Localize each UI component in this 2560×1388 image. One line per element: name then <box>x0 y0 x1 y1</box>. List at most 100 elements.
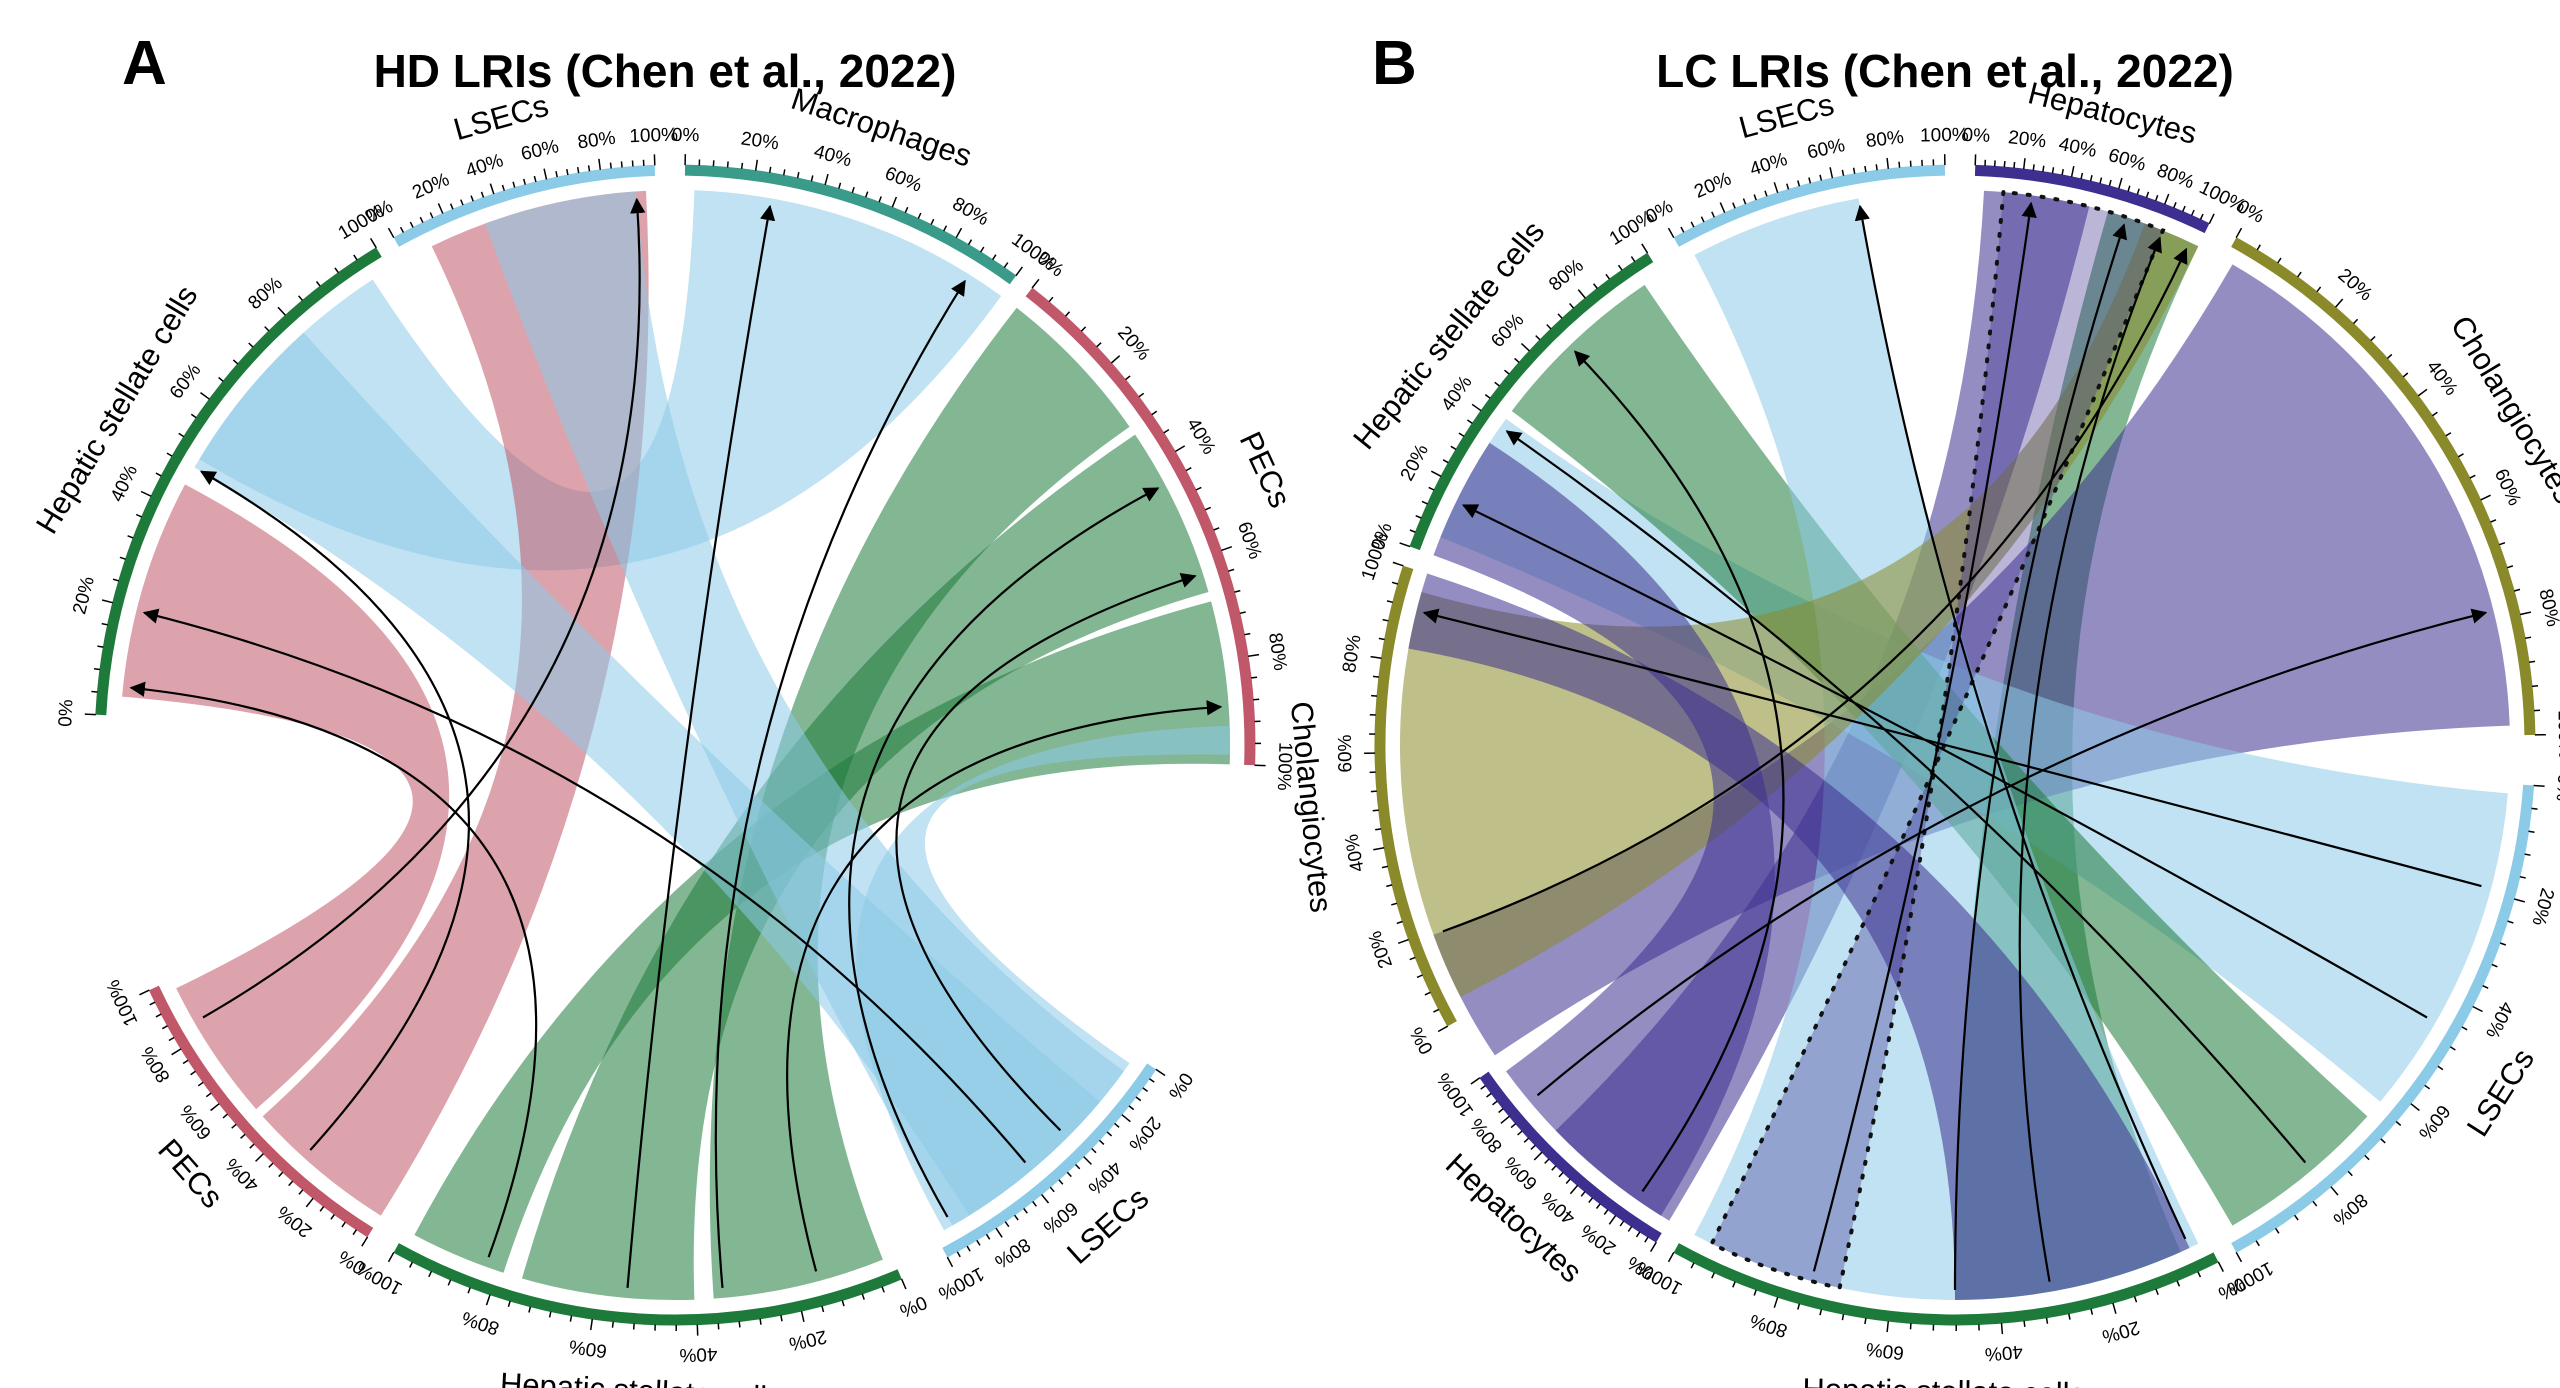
axis-tick <box>1375 828 1382 831</box>
tick-label: 100% <box>629 125 678 148</box>
axis-tick <box>930 218 935 225</box>
tick-label: 20% <box>740 128 781 154</box>
axis-tick <box>966 1245 971 1252</box>
axis-tick <box>2431 411 2438 417</box>
axis-tick <box>1627 1226 1633 1232</box>
axis-tick <box>824 173 829 185</box>
axis-tick <box>248 342 254 348</box>
chord-ribbon <box>1694 198 2199 1300</box>
axis-tick <box>352 1229 358 1236</box>
axis-tick <box>1593 283 1598 289</box>
axis-tick <box>288 1180 294 1187</box>
axis-tick <box>1886 1321 1890 1333</box>
axis-tick <box>489 183 495 195</box>
axis-tick <box>1580 1191 1586 1197</box>
axis-tick <box>904 206 909 213</box>
axis-tick <box>264 326 270 332</box>
axis-tick <box>1700 216 1705 223</box>
tick-label: 0% <box>1406 1023 1438 1057</box>
axis-tick <box>171 1048 182 1056</box>
axis-tick <box>995 1227 1003 1238</box>
tick-label: 80% <box>576 128 617 154</box>
axis-tick <box>1015 266 1024 277</box>
interaction-arrows <box>1422 201 2488 1291</box>
axis-tick <box>1569 1184 1579 1195</box>
tick-label: 0% <box>2552 773 2560 802</box>
axis-tick <box>249 1143 255 1149</box>
axis-tick <box>1458 432 1465 437</box>
axis-tick <box>1416 974 1423 979</box>
tick-label: 80% <box>1545 255 1588 295</box>
chord-ribbon <box>194 332 1101 1216</box>
axis-tick <box>861 1293 865 1300</box>
axis-tick <box>609 162 612 169</box>
axis-tick <box>1163 428 1170 434</box>
tick-label: 60% <box>568 1335 609 1361</box>
tick-label: 20% <box>2100 1316 2142 1347</box>
axis-tick <box>1442 459 1449 464</box>
axis-tick <box>2334 298 2344 308</box>
tick-label: 20% <box>1113 322 1154 365</box>
axis-tick <box>1371 694 1378 697</box>
axis-tick <box>543 168 548 180</box>
axis-tick <box>1058 1179 1064 1185</box>
axis-tick <box>991 254 997 261</box>
axis-tick <box>821 1305 825 1313</box>
axis-tick <box>1382 618 1389 622</box>
axis-tick <box>1608 1214 1617 1225</box>
axis-tick <box>255 1153 264 1162</box>
tick-label: 20% <box>1691 168 1734 202</box>
axis-tick <box>754 159 759 171</box>
axis-tick <box>2410 1103 2420 1112</box>
axis-tick <box>1773 1296 1779 1308</box>
axis-tick <box>1786 183 1790 190</box>
axis-tick <box>112 578 119 582</box>
tick-label: 40% <box>107 462 142 505</box>
axis-tick <box>1569 303 1575 309</box>
axis-tick <box>1764 190 1768 197</box>
axis-tick <box>218 376 224 382</box>
tick-label: 40% <box>1437 372 1476 415</box>
tick-label: 60% <box>2106 145 2149 176</box>
axis-tick <box>369 238 377 249</box>
axis-tick <box>2491 963 2498 968</box>
axis-tick <box>2197 1271 2202 1278</box>
axis-tick <box>1690 221 1695 228</box>
axis-tick <box>449 203 454 210</box>
axis-tick <box>1080 326 1087 332</box>
axis-tick <box>2524 636 2532 640</box>
tick-label: 80% <box>1865 127 1905 152</box>
sector-arc <box>1974 164 2210 234</box>
axis-tick <box>1466 419 1473 425</box>
axis-tick <box>1409 956 1416 961</box>
axis-tick <box>2190 209 2195 216</box>
axis-tick <box>1003 262 1009 269</box>
tick-label: 40% <box>2422 357 2462 400</box>
axis-tick <box>2296 271 2302 278</box>
axis-tick <box>1500 1115 1510 1124</box>
highlighted-ribbon <box>1709 189 2166 1291</box>
axis-tick <box>1148 1078 1155 1083</box>
axis-tick <box>589 1318 594 1331</box>
axis-tick <box>967 239 973 246</box>
axis-tick <box>1719 202 1726 213</box>
axis-tick <box>1396 920 1403 925</box>
axis-tick <box>447 1279 452 1286</box>
sector-arc <box>2231 237 2536 736</box>
axis-tick <box>1195 486 1202 491</box>
axis-tick <box>900 1278 907 1290</box>
axis-tick <box>838 182 842 189</box>
axis-tick <box>1048 296 1054 303</box>
interaction-arrow <box>129 681 538 1258</box>
tick-label: 20% <box>2007 127 2047 152</box>
sector-label: LSECs <box>1735 86 1837 145</box>
axis-tick <box>1514 357 1520 363</box>
axis-tick <box>319 1206 325 1212</box>
axis-tick <box>178 432 185 438</box>
axis-tick <box>1142 1087 1149 1093</box>
axis-tick <box>277 306 286 316</box>
interaction-arrow <box>2018 236 2162 1282</box>
axis-tick <box>419 216 424 223</box>
axis-tick <box>2490 519 2497 523</box>
axis-tick <box>1251 676 1258 679</box>
